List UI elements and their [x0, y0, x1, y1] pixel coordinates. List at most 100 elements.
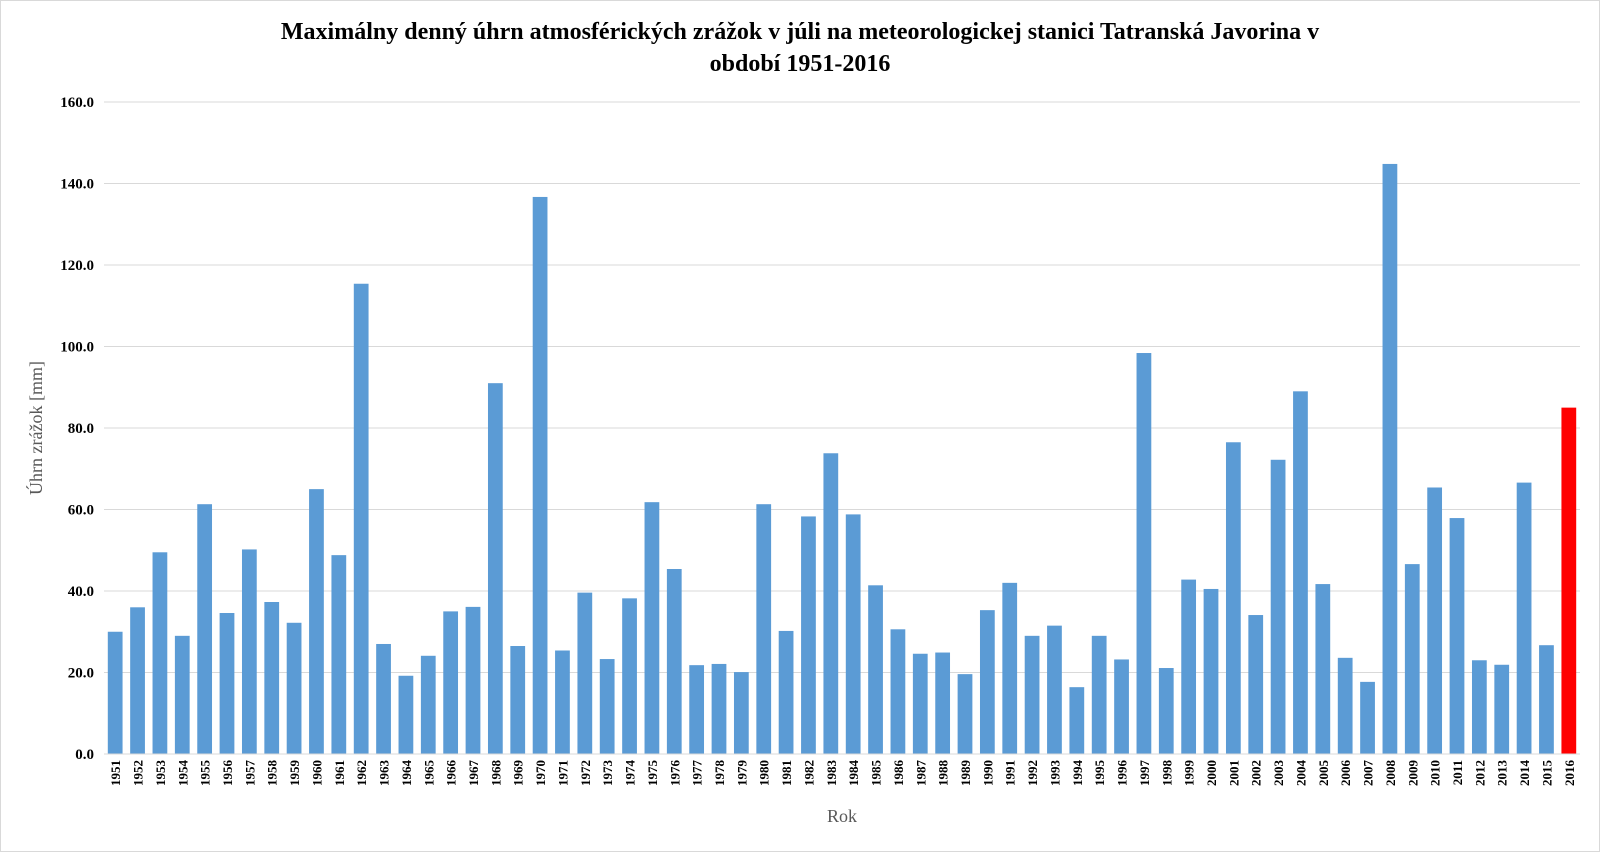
bar-1978 — [711, 663, 727, 754]
bar-1980 — [756, 504, 772, 754]
x-tick-label: 2016 — [1562, 760, 1577, 787]
x-tick-label: 1998 — [1159, 760, 1174, 787]
x-tick-label: 1975 — [645, 760, 660, 787]
x-tick-label: 2002 — [1249, 760, 1264, 786]
x-tick-label: 1979 — [734, 760, 749, 787]
y-tick-label: 80.0 — [68, 421, 94, 437]
x-tick-label: 2000 — [1204, 760, 1219, 786]
x-tick-label: 1986 — [891, 760, 906, 787]
bar-1958 — [264, 602, 280, 754]
x-tick-label: 1956 — [220, 760, 235, 787]
x-tick-label: 2009 — [1405, 760, 1420, 787]
x-tick-label: 1977 — [690, 760, 705, 787]
bar-2016 — [1561, 407, 1577, 755]
x-tick-label: 1972 — [578, 760, 593, 786]
x-tick-label: 1978 — [712, 760, 727, 787]
x-tick-label: 1970 — [533, 760, 548, 786]
x-tick-label: 1967 — [466, 760, 481, 787]
bar-2012 — [1471, 660, 1487, 754]
x-tick-label: 2015 — [1539, 760, 1554, 787]
x-tick-label: 1985 — [869, 760, 884, 787]
y-tick-label: 0.0 — [75, 747, 94, 763]
x-tick-label: 1984 — [846, 760, 861, 787]
x-tick-label: 1989 — [958, 760, 973, 787]
bar-1953 — [152, 552, 168, 754]
bar-1971 — [555, 650, 570, 754]
x-tick-label: 1999 — [1182, 760, 1197, 787]
bar-1954 — [174, 635, 190, 754]
bar-1976 — [666, 569, 682, 754]
x-axis-label: Rok — [827, 806, 857, 826]
bar-1982 — [801, 516, 816, 754]
bar-1983 — [823, 453, 839, 754]
bar-1965 — [420, 655, 436, 754]
x-tick-label: 1966 — [444, 760, 459, 787]
x-tick-label: 1969 — [511, 760, 526, 787]
bar-1952 — [130, 607, 145, 754]
y-tick-label: 20.0 — [68, 666, 94, 682]
x-tick-label: 1988 — [936, 760, 951, 787]
y-tick-label: 120.0 — [60, 258, 94, 274]
chart-title: Maximálny denný úhrn atmosférických zráž… — [0, 16, 1600, 80]
x-tick-label: 1971 — [555, 760, 570, 786]
bar-1967 — [465, 606, 481, 754]
x-tick-label: 1987 — [913, 760, 928, 787]
bar-2010 — [1427, 487, 1443, 754]
bar-2013 — [1494, 664, 1510, 754]
bar-1961 — [331, 555, 347, 754]
bar-1968 — [487, 383, 503, 754]
bar-2000 — [1203, 588, 1219, 754]
bar-1979 — [733, 672, 749, 754]
x-tick-label: 2007 — [1361, 760, 1376, 787]
bar-1973 — [599, 659, 615, 754]
x-tick-label: 1974 — [623, 760, 638, 787]
bar-2015 — [1539, 645, 1554, 754]
bar-1985 — [868, 585, 883, 754]
bar-1993 — [1047, 625, 1062, 754]
bar-1995 — [1091, 635, 1107, 754]
bar-2002 — [1248, 615, 1264, 754]
x-tick-label: 1965 — [421, 760, 436, 787]
bar-2009 — [1404, 564, 1420, 754]
bar-1970 — [532, 196, 548, 754]
x-tick-label: 1981 — [779, 760, 794, 786]
x-tick-label: 1958 — [265, 760, 280, 787]
bar-1962 — [353, 283, 369, 754]
chart-title-line-2: období 1951-2016 — [709, 51, 891, 77]
x-tick-label: 1953 — [153, 760, 168, 787]
bar-1989 — [957, 674, 973, 754]
bar-1951 — [107, 631, 123, 754]
x-tick-label: 1976 — [667, 760, 682, 787]
x-tick-label: 2006 — [1338, 760, 1353, 787]
x-tick-label: 1982 — [801, 760, 816, 786]
bar-1956 — [219, 613, 235, 754]
bar-1998 — [1158, 668, 1174, 754]
bar-1972 — [577, 592, 593, 754]
x-tick-label: 1951 — [108, 760, 123, 786]
x-tick-label: 1955 — [198, 760, 213, 787]
bar-1986 — [890, 629, 906, 754]
x-tick-label: 1994 — [1070, 760, 1085, 787]
bar-1999 — [1181, 579, 1197, 754]
bar-2003 — [1270, 459, 1286, 754]
bar-1964 — [398, 675, 414, 754]
x-tick-label: 1962 — [354, 760, 369, 786]
x-tick-label: 2005 — [1316, 760, 1331, 787]
x-tick-label: 2012 — [1472, 760, 1487, 786]
bar-1963 — [376, 643, 391, 754]
bar-1966 — [443, 611, 459, 755]
x-tick-label: 1980 — [757, 760, 772, 786]
y-tick-label: 140.0 — [60, 177, 94, 193]
x-tick-label: 1968 — [488, 760, 503, 787]
x-tick-label: 1957 — [242, 760, 257, 787]
x-tick-label: 1961 — [332, 760, 347, 786]
bar-1994 — [1069, 687, 1085, 754]
bar-2006 — [1337, 657, 1353, 754]
bar-1988 — [935, 652, 951, 754]
y-tick-label: 60.0 — [68, 503, 94, 519]
bar-1984 — [845, 514, 861, 754]
y-axis-label: Úhrn zrážok [mm] — [25, 361, 46, 495]
y-tick-label: 100.0 — [60, 340, 94, 356]
x-tick-label: 2013 — [1495, 760, 1510, 787]
